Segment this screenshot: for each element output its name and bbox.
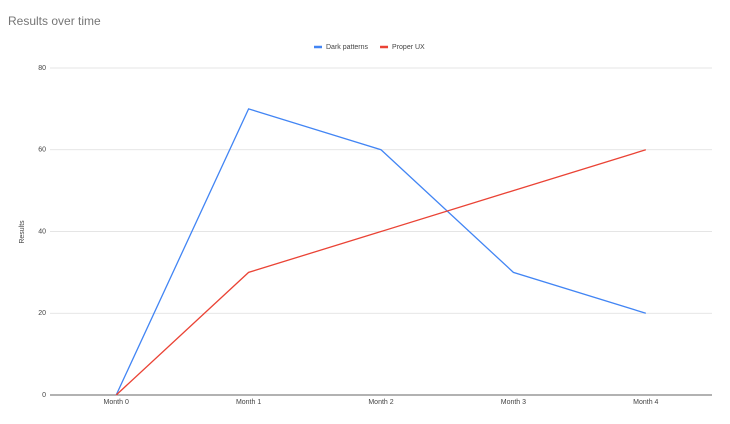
legend-label: Proper UX xyxy=(392,44,425,51)
data-line xyxy=(115,149,646,396)
x-tick-label: Month 0 xyxy=(104,399,129,406)
chart-title: Results over time xyxy=(8,14,101,28)
x-tick-label: Month 2 xyxy=(368,399,393,406)
y-tick-label: 80 xyxy=(38,65,46,72)
legend-label: Dark patterns xyxy=(326,44,369,51)
y-tick-label: 60 xyxy=(38,147,46,154)
y-axis-label: Results xyxy=(19,220,26,244)
x-tick-label: Month 4 xyxy=(633,399,658,406)
x-tick-label: Month 1 xyxy=(236,399,261,406)
data-line xyxy=(115,108,646,396)
y-tick-label: 40 xyxy=(38,228,46,235)
y-tick-label: 0 xyxy=(42,392,46,399)
x-tick-label: Month 3 xyxy=(501,399,526,406)
y-tick-label: 20 xyxy=(38,310,46,317)
